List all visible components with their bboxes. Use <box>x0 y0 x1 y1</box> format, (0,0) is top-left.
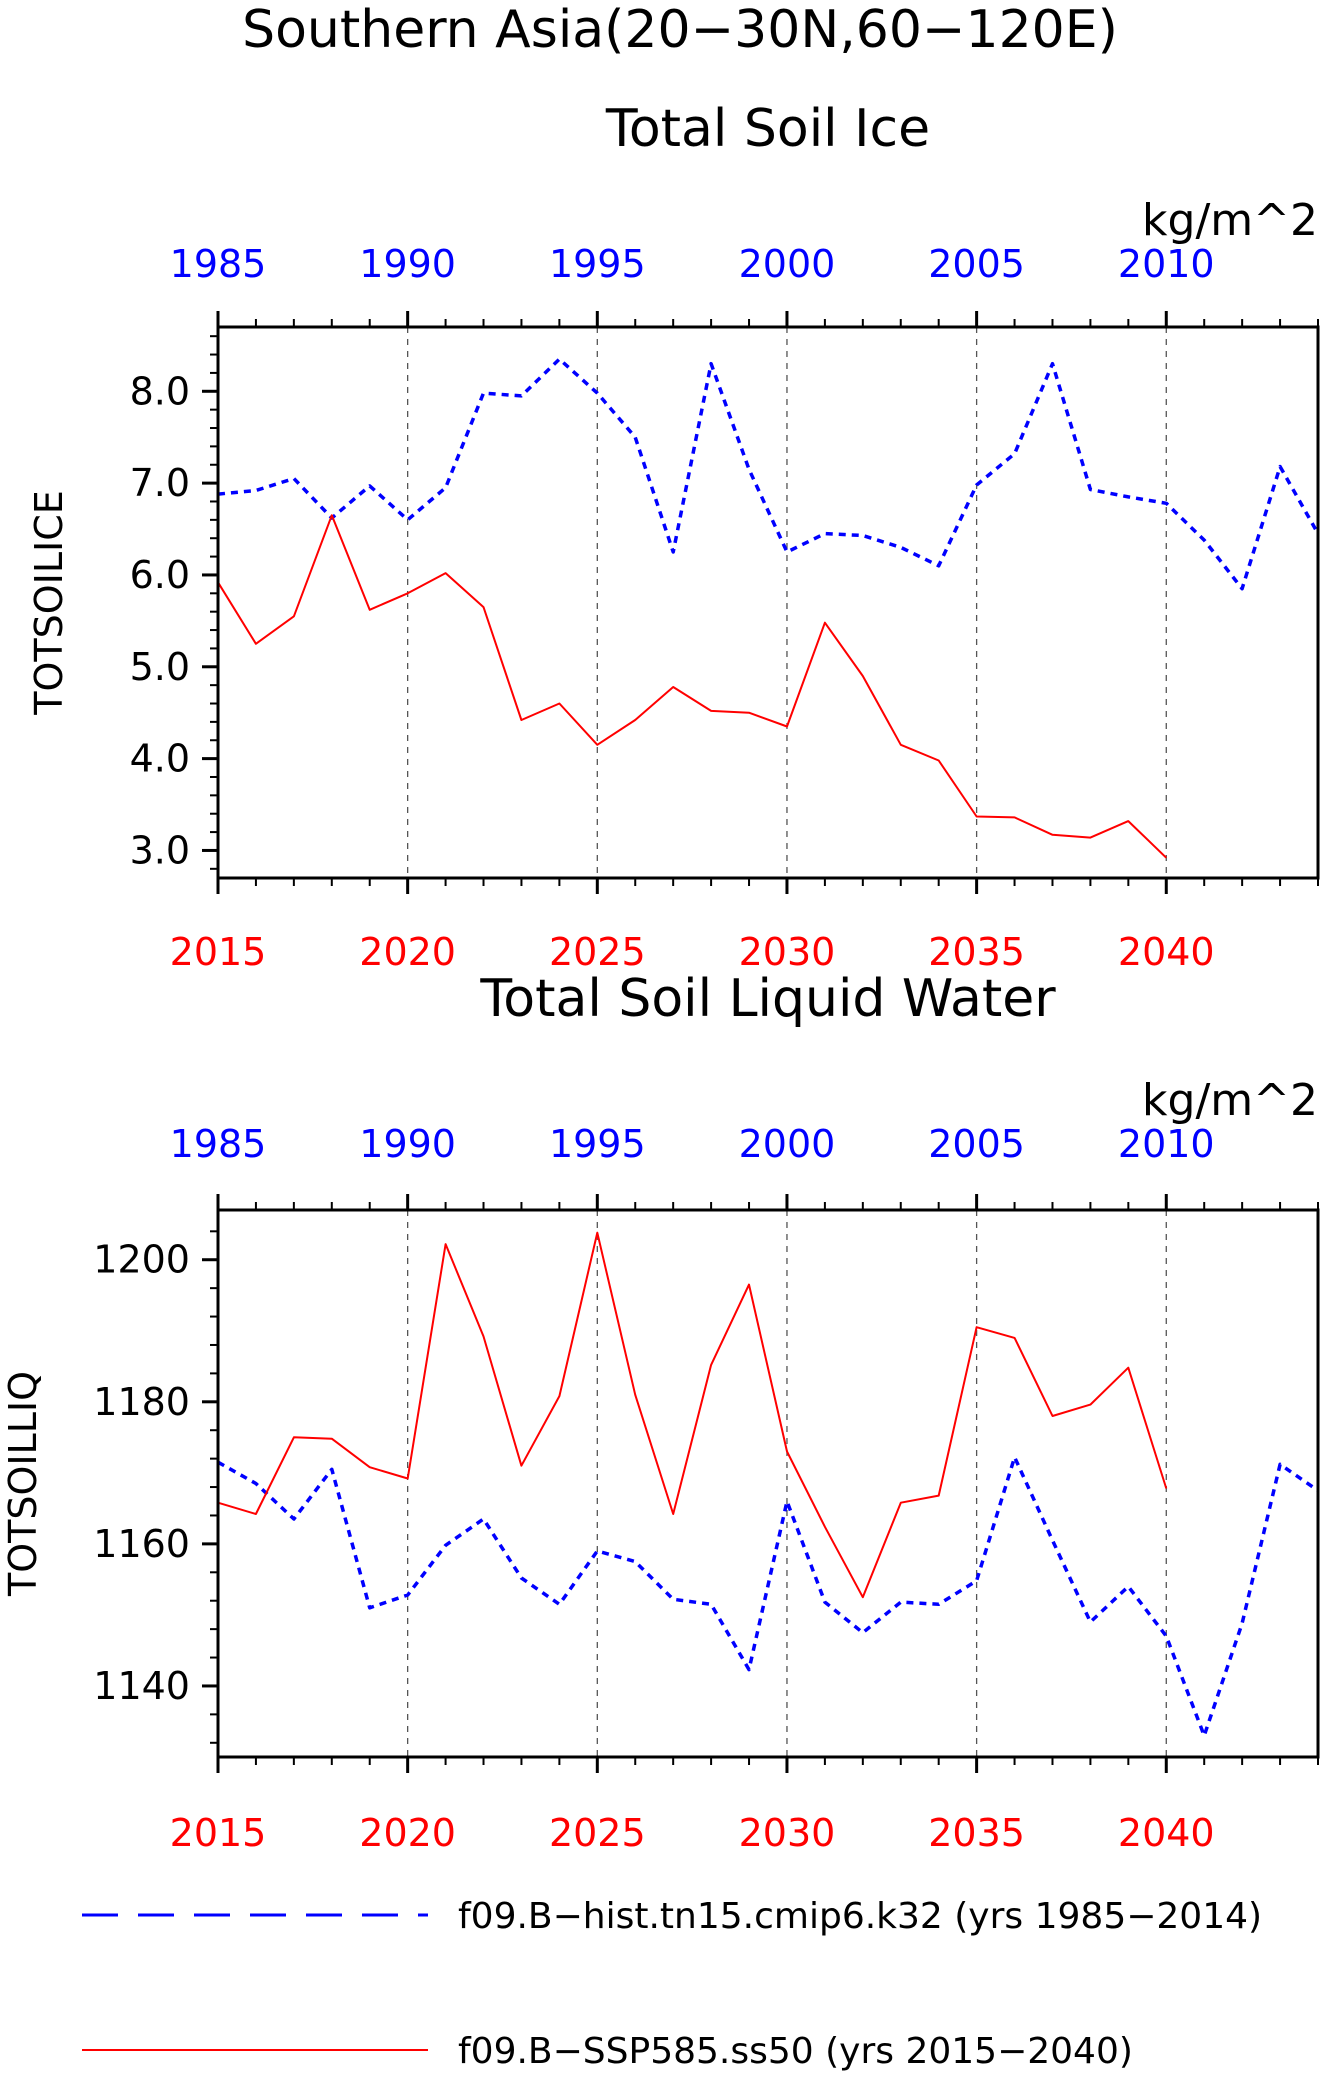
series-line-hist <box>217 1455 1319 1738</box>
y-axis-label: TOTSOILLIQ <box>1 1371 45 1597</box>
plot-frame <box>216 1208 1320 1759</box>
units-label: kg/m^2 <box>1142 195 1318 246</box>
x-tick-label-bottom: 2015 <box>170 930 267 974</box>
y-tick-label: 4.0 <box>130 737 190 781</box>
x-tick-label-bottom: 2035 <box>928 930 1025 974</box>
x-tick-label-top: 1990 <box>359 242 456 286</box>
y-tick-label: 1180 <box>93 1380 190 1424</box>
x-tick-label-top: 1995 <box>549 1122 646 1166</box>
legend-label-2: f09.B−SSP585.ss50 (yrs 2015−2040) <box>458 2031 1133 2072</box>
x-tick-label-top: 2000 <box>739 242 836 286</box>
y-tick-label: 1200 <box>93 1238 190 1282</box>
x-tick-label-bottom: 2035 <box>928 1811 1025 1855</box>
y-tick-label: 5.0 <box>130 645 190 689</box>
panel1-title: Total Soil Ice <box>605 99 930 159</box>
legend: f09.B−hist.tn15.cmip6.k32 (yrs 1985−2014… <box>82 1896 1262 2072</box>
x-tick-label-bottom: 2040 <box>1118 1811 1215 1855</box>
legend-label-1: f09.B−hist.tn15.cmip6.k32 (yrs 1985−2014… <box>458 1896 1262 1937</box>
x-tick-label-bottom: 2025 <box>549 930 646 974</box>
y-tick-label: 1140 <box>93 1664 190 1708</box>
x-tick-label-top: 2000 <box>739 1122 836 1166</box>
x-tick-label-bottom: 2025 <box>549 1811 646 1855</box>
y-tick-label: 1160 <box>93 1522 190 1566</box>
x-tick-label-top: 2010 <box>1118 242 1215 286</box>
panel-2: 2015 2020 2025 2030 2035 2040 1985 1990 1995 2000… <box>1 1075 1320 1855</box>
x-tick-label-bottom: 2020 <box>359 930 456 974</box>
figure-title: Southern Asia(20−30N,60−120E) <box>242 0 1118 60</box>
x-tick-label-bottom: 2015 <box>170 1811 267 1855</box>
x-tick-label-top: 2010 <box>1118 1122 1215 1166</box>
y-tick-label: 6.0 <box>130 553 190 597</box>
x-tick-label-bottom: 2040 <box>1118 930 1215 974</box>
x-tick-label-bottom: 2020 <box>359 1811 456 1855</box>
x-tick-label-top: 2005 <box>928 242 1025 286</box>
x-tick-label-bottom: 2030 <box>739 930 836 974</box>
y-tick-label: 7.0 <box>130 461 190 505</box>
y-tick-label: 8.0 <box>130 369 190 413</box>
series-line-ssp <box>217 1231 1168 1599</box>
series-line-hist <box>217 357 1320 591</box>
plot-frame <box>216 325 1320 880</box>
x-tick-label-top: 1990 <box>359 1122 456 1166</box>
x-tick-label-top: 1995 <box>549 242 646 286</box>
x-tick-label-top: 1985 <box>170 1122 267 1166</box>
y-axis-label: TOTSOILICE <box>27 490 71 716</box>
panel-1: 2015 2020 2025 2030 2035 2040 1985 1990 1995 2000… <box>27 195 1320 974</box>
y-tick-label: 3.0 <box>130 828 190 872</box>
panel2-title: Total Soil Liquid Water <box>479 969 1056 1029</box>
units-label: kg/m^2 <box>1142 1075 1318 1126</box>
series-line-ssp <box>217 514 1167 859</box>
x-tick-label-bottom: 2030 <box>739 1811 836 1855</box>
x-tick-label-top: 2005 <box>928 1122 1025 1166</box>
x-tick-label-top: 1985 <box>170 242 267 286</box>
